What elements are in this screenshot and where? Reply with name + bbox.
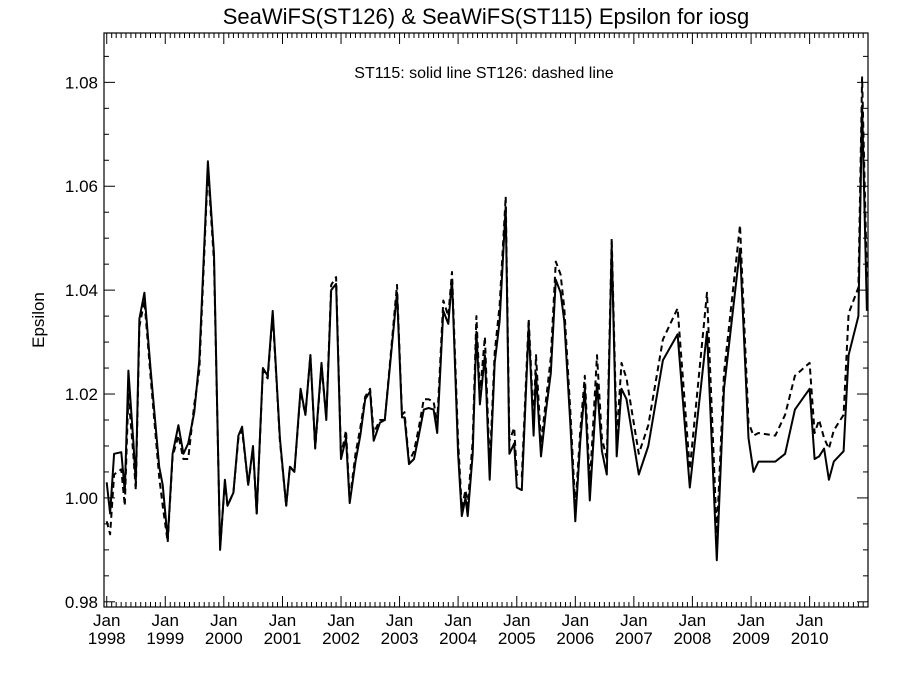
x-tick-year-label: 1999 <box>146 629 184 648</box>
y-axis-label: Epsilon <box>29 292 48 348</box>
x-tick-year-label: 2001 <box>264 629 302 648</box>
plot-frame <box>103 32 869 608</box>
x-tick-month-label: Jan <box>620 611 647 630</box>
x-tick-month-label: Jan <box>210 611 237 630</box>
x-tick-month-label: Jan <box>269 611 296 630</box>
axis-tick-labels: 0.981.001.021.041.061.08Jan1998Jan1999Ja… <box>65 73 829 648</box>
x-tick-year-label: 2005 <box>498 629 536 648</box>
series-st126-line <box>105 76 868 549</box>
x-tick-month-label: Jan <box>93 611 120 630</box>
chart-title: SeaWiFS(ST126) & SeaWiFS(ST115) Epsilon … <box>223 4 750 29</box>
y-tick-label: 1.06 <box>65 177 98 196</box>
y-tick-label: 1.00 <box>65 489 98 508</box>
x-tick-month-label: Jan <box>503 611 530 630</box>
x-tick-month-label: Jan <box>152 611 179 630</box>
x-tick-year-label: 2010 <box>791 629 829 648</box>
x-tick-year-label: 2007 <box>615 629 653 648</box>
y-tick-label: 1.02 <box>65 385 98 404</box>
line-style-annotation: ST115: solid line ST126: dashed line <box>354 65 614 82</box>
x-tick-month-label: Jan <box>737 611 764 630</box>
series-lines <box>105 76 868 562</box>
series-st115-line <box>105 104 868 562</box>
axis-ticks <box>104 33 868 607</box>
x-tick-year-label: 2008 <box>673 629 711 648</box>
y-tick-label: 0.98 <box>65 593 98 612</box>
x-tick-month-label: Jan <box>327 611 354 630</box>
x-tick-year-label: 2002 <box>322 629 360 648</box>
x-tick-year-label: 2000 <box>205 629 243 648</box>
x-tick-year-label: 2009 <box>732 629 770 648</box>
x-tick-year-label: 2003 <box>381 629 419 648</box>
y-tick-label: 1.04 <box>65 281 98 300</box>
y-tick-label: 1.08 <box>65 73 98 92</box>
x-tick-year-label: 2004 <box>439 629 477 648</box>
x-tick-month-label: Jan <box>679 611 706 630</box>
x-tick-year-label: 1998 <box>88 629 126 648</box>
x-tick-month-label: Jan <box>444 611 471 630</box>
x-tick-month-label: Jan <box>796 611 823 630</box>
x-tick-month-label: Jan <box>386 611 413 630</box>
x-tick-month-label: Jan <box>562 611 589 630</box>
x-tick-year-label: 2006 <box>556 629 594 648</box>
